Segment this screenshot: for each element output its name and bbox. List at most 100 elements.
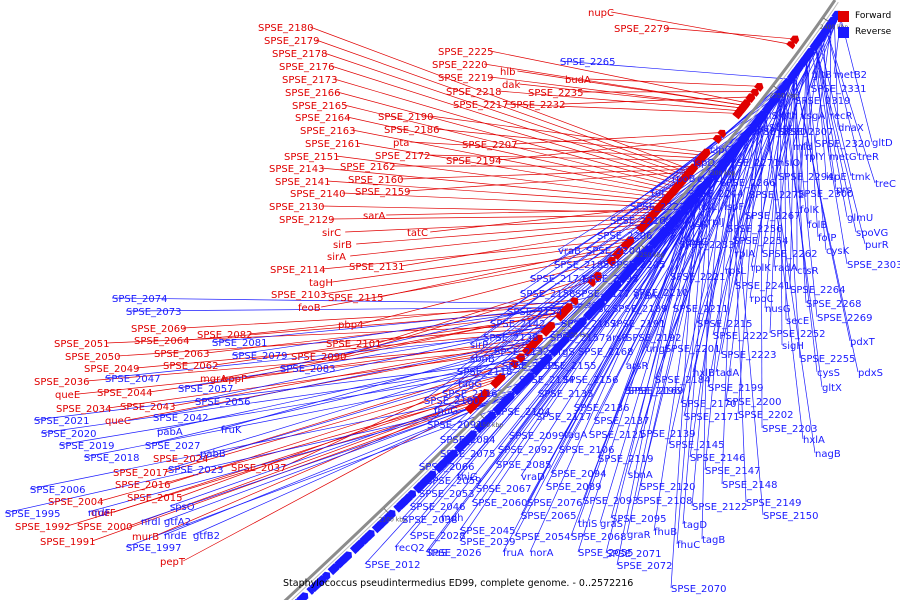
forward-leader-line — [86, 343, 532, 382]
reverse-leader-line — [782, 92, 801, 359]
reverse-leader-line — [58, 363, 546, 446]
reverse-gene-arrow — [595, 298, 605, 308]
reverse-gene-label: tilS — [762, 111, 778, 122]
reverse-gene-label: arsB — [606, 333, 628, 344]
reverse-gene-label: sbnB — [470, 354, 495, 365]
reverse-leader-line — [582, 128, 755, 279]
reverse-leader-line — [125, 306, 599, 312]
reverse-gene-label: nrdF — [88, 508, 111, 519]
forward-leader-line — [401, 227, 640, 267]
reverse-gene-label: SPSE_2100 — [424, 396, 480, 407]
reverse-gene-label: SPSE_2142 — [490, 319, 546, 330]
reverse-gene-label: SPSE_2027 — [145, 441, 201, 452]
reverse-gene-label: nagB — [815, 449, 841, 460]
forward-leader-line — [386, 209, 655, 216]
forward-leader-line — [108, 349, 525, 409]
reverse-gene-label: lysS — [755, 123, 775, 134]
reverse-gene-label: SPSE_2265 — [560, 57, 616, 68]
reverse-gene-arrow — [659, 227, 670, 237]
forward-gene-label: SPSE_2143 — [269, 164, 325, 175]
reverse-leader-line — [712, 111, 768, 336]
reverse-gene-label: metB2 — [834, 70, 867, 81]
reverse-gene-label: SPSE_2056 — [195, 397, 251, 408]
reverse-gene-label: glmU — [847, 213, 873, 224]
reverse-gene-label: SPSE_2202 — [738, 410, 794, 421]
forward-leader-line — [323, 250, 618, 295]
reverse-gene-label: SPSE_2117 — [536, 412, 592, 423]
reverse-gene-arrow — [344, 551, 352, 560]
reverse-gene-label: vraD — [521, 472, 545, 483]
forward-leader-line — [342, 192, 658, 208]
forward-gene-label: SPSE_2235 — [528, 88, 584, 99]
reverse-leader-line — [627, 143, 743, 391]
reverse-gene-label: SPSE_2158 — [520, 289, 576, 300]
reverse-gene-label: SPSE_2120 — [640, 482, 696, 493]
forward-gene-arrow — [509, 359, 519, 370]
reverse-gene-label: SPSE_2146 — [690, 453, 746, 464]
reverse-leader-line — [765, 114, 816, 454]
forward-gene-label: SPSE_2063 — [154, 349, 210, 360]
reverse-leader-line — [806, 60, 827, 251]
reverse-leader-line — [177, 319, 588, 389]
forward-gene-label: SPSE_2176 — [279, 62, 335, 73]
reverse-leader-line — [815, 47, 866, 245]
reverse-gene-label: SPSE_2072 — [617, 561, 673, 572]
forward-gene-label: SPSE_2129 — [279, 215, 335, 226]
reverse-gene-arrow — [745, 126, 755, 135]
reverse-gene-label: ltaS — [428, 548, 447, 559]
reverse-gene-label: SPSE_2272 — [749, 190, 805, 201]
forward-gene-label: SPSE_2164 — [295, 113, 351, 124]
reverse-gene-label: SPSE_1995 — [5, 509, 61, 520]
ruler-tick — [640, 244, 646, 250]
forward-gene-label: SPSE_2131 — [349, 262, 405, 273]
reverse-leader-line — [605, 202, 694, 554]
forward-leader-line — [136, 330, 544, 369]
reverse-leader-line — [559, 60, 793, 80]
reverse-gene-label: sigH — [782, 341, 804, 352]
reverse-gene-label: SPSE_2074 — [112, 294, 168, 305]
forward-leader-line — [106, 324, 550, 344]
forward-gene-label: SPSE_2090 — [291, 352, 347, 363]
reverse-gene-label: SPSE_2053 — [419, 489, 475, 500]
ruler-label: 2400 kbp — [820, 24, 848, 31]
reverse-gene-label: SPSE_2184 — [655, 375, 711, 386]
reverse-leader-line — [707, 125, 758, 388]
reverse-gene-label: arsR — [626, 361, 648, 372]
reverse-gene-label: SPSE_2046 — [410, 502, 466, 513]
forward-leader-line — [321, 253, 616, 308]
forward-leader-line — [410, 141, 700, 159]
reverse-gene-label: SPSE_2205 — [610, 260, 666, 271]
reverse-leader-line — [459, 222, 676, 531]
reverse-leader-line — [799, 60, 807, 210]
reverse-gene-label: SPSE_2300 — [798, 189, 854, 200]
reverse-gene-label: argS — [552, 347, 575, 358]
forward-gene-label: queC — [105, 416, 131, 427]
reverse-gene-label: SPSE_2267 — [745, 211, 801, 222]
forward-gene-label: SPSE_2024 — [153, 454, 209, 465]
reverse-gene-label: SPSE_2066 — [419, 462, 475, 473]
reverse-gene-label: tmk — [851, 172, 871, 183]
reverse-gene-label: radA — [774, 263, 798, 274]
reverse-gene-label: rpoB — [672, 174, 696, 185]
forward-gene-label: SPSE_2166 — [285, 88, 341, 99]
forward-leader-line — [321, 167, 663, 202]
forward-swatch — [838, 10, 849, 22]
reverse-gene-label: treR — [858, 152, 879, 163]
reverse-gene-label: SPSE_2135 — [538, 389, 594, 400]
reverse-gene-label: SPSE_2089 — [546, 482, 602, 493]
reverse-leader-line — [163, 389, 521, 522]
forward-leader-line — [336, 155, 666, 199]
forward-leader-line — [310, 26, 690, 170]
reverse-leader-line — [792, 79, 807, 304]
reverse-leader-line — [163, 392, 518, 536]
legend-reverse-label: Reverse — [855, 27, 892, 37]
reverse-gene-label: SPSE_2294 — [778, 172, 834, 183]
ruler-label: 2150 kbp — [475, 422, 503, 429]
forward-gene-label: SPSE_2165 — [292, 101, 348, 112]
reverse-gene-label: SPSE_2075 — [440, 449, 496, 460]
reverse-leader-line — [495, 193, 701, 465]
forward-leader-line — [562, 96, 749, 105]
reverse-gene-label: SPSE_2076 — [527, 498, 583, 509]
reverse-gene-label: clpC — [710, 145, 732, 156]
forward-gene-arrow — [587, 278, 596, 288]
